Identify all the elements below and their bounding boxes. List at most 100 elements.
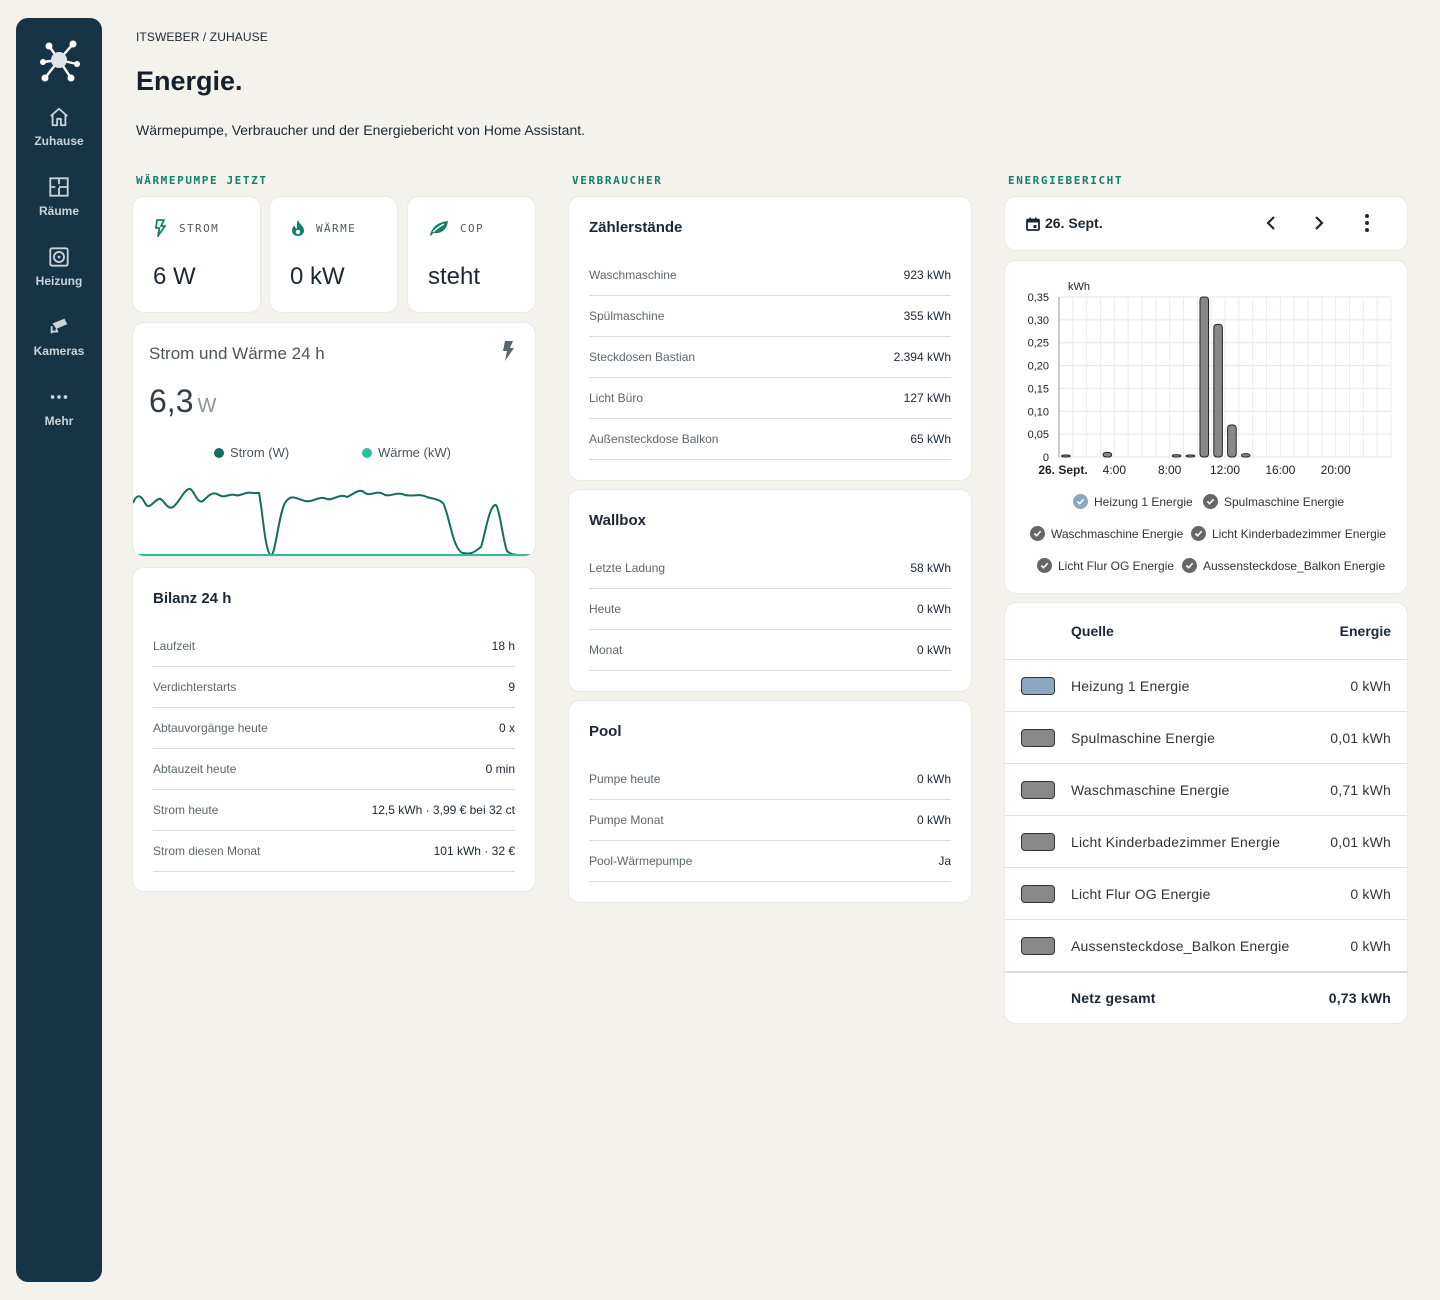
sidebar-item-heizung[interactable]: Heizung — [16, 246, 102, 306]
x-tick-label: 26. Sept. — [1038, 463, 1087, 477]
x-tick-label: 20:00 — [1321, 463, 1351, 477]
flash-icon — [155, 219, 166, 237]
row-value: 0 min — [485, 762, 515, 776]
chart-legend-item[interactable]: Licht Flur OG Energie — [1037, 558, 1174, 573]
cctv-icon — [50, 318, 68, 334]
sidebar-item-kameras[interactable]: Kameras — [16, 316, 102, 376]
energy-bar-chart[interactable]: 0,35 0,30 0,25 0,20 0,15 0,10 0,05 0 kWh 26. Sept… — [1005, 261, 1409, 481]
tile-waerme[interactable]: WÄRME 0 kW — [269, 196, 398, 313]
total-value: 0,73 kWh — [1328, 990, 1391, 1006]
list-item[interactable]: Außensteckdose Balkon 65 kWh — [589, 419, 951, 460]
chart-legend-item[interactable]: Aussensteckdose_Balkon Energie — [1182, 558, 1385, 573]
legend-label: Spulmaschine Energie — [1224, 494, 1345, 509]
list-item[interactable]: Pool-Wärmepumpe Ja — [589, 841, 951, 882]
row-value: 2.394 kWh — [893, 350, 951, 364]
chart-bar — [1102, 451, 1113, 458]
floorplan-icon — [49, 177, 69, 197]
tile-strom[interactable]: STROM 6 W — [132, 196, 261, 313]
chevron-right-icon[interactable] — [1307, 211, 1331, 235]
table-row[interactable]: Spulmaschine Energie 0,01 kWh — [1005, 711, 1407, 763]
color-swatch — [1021, 832, 1055, 851]
y-tick-label: 0,25 — [1028, 338, 1049, 350]
sidebar-item-zuhause[interactable]: Zuhause — [16, 106, 102, 166]
list-item[interactable]: Abtauzeit heute 0 min — [153, 749, 515, 790]
more-vert-icon[interactable] — [1355, 211, 1379, 235]
section-label-heatpump: WÄRMEPUMPE JETZT — [136, 174, 268, 187]
legend-strom[interactable]: Strom (W) — [214, 445, 289, 460]
legend-label: Wärme (kW) — [378, 445, 451, 460]
sidebar-item-mehr[interactable]: Mehr — [16, 386, 102, 446]
chart-legend-item[interactable]: Waschmaschine Energie — [1030, 526, 1183, 541]
card-title: Wallbox — [589, 512, 646, 529]
list-item[interactable]: Licht Büro 127 kWh — [589, 378, 951, 419]
row-value: 18 h — [491, 639, 515, 653]
row-value: 0 kWh — [916, 772, 951, 786]
table-row[interactable]: Heizung 1 Energie 0 kWh — [1005, 659, 1407, 711]
chart-bar — [1199, 296, 1210, 458]
row-label: Spülmaschine — [589, 309, 665, 323]
row-value: Ja — [938, 854, 951, 868]
logo-icon[interactable] — [35, 36, 83, 84]
list-item[interactable]: Strom heute 12,5 kWh · 3,99 € bei 32 ct — [153, 790, 515, 831]
source-name: Licht Flur OG Energie — [1071, 885, 1211, 902]
sidebar-item-raeume[interactable]: Räume — [16, 176, 102, 236]
list-item[interactable]: Pumpe heute 0 kWh — [589, 759, 951, 800]
y-tick-label: 0,35 — [1028, 292, 1049, 304]
energy-sources-table: Quelle Energie Heizung 1 Energie 0 kWh S… — [1004, 602, 1408, 1024]
list-item[interactable]: Pumpe Monat 0 kWh — [589, 800, 951, 841]
check-icon — [1182, 558, 1197, 573]
row-label: Abtauzeit heute — [153, 762, 237, 776]
chart-legend-item[interactable]: Licht Kinderbadezimmer Energie — [1191, 526, 1386, 541]
sidebar-item-label: Heizung — [35, 274, 83, 288]
source-value: 0 kWh — [1350, 677, 1391, 694]
chart-legend-item[interactable]: Spulmaschine Energie — [1203, 494, 1344, 509]
tile-cop[interactable]: COP steht — [407, 196, 536, 313]
list-item[interactable]: Spülmaschine 355 kWh — [589, 296, 951, 337]
column-header-source: Quelle — [1071, 623, 1114, 639]
chevron-left-icon[interactable] — [1259, 211, 1283, 235]
graph-value-number: 6,3 — [149, 383, 194, 419]
table-row[interactable]: Aussensteckdose_Balkon Energie 0 kWh — [1005, 919, 1407, 971]
list-item[interactable]: Monat 0 kWh — [589, 630, 951, 671]
legend-label: Waschmaschine Energie — [1051, 526, 1184, 541]
column-header-energy: Energie — [1339, 623, 1391, 639]
row-value: 0 kWh — [916, 602, 951, 616]
page-subtitle: Wärmepumpe, Verbraucher und der Energieb… — [136, 122, 586, 138]
list-item[interactable]: Abtauvorgänge heute 0 x — [153, 708, 515, 749]
list-item[interactable]: Laufzeit 18 h — [153, 626, 515, 667]
table-row[interactable]: Licht Kinderbadezimmer Energie 0,01 kWh — [1005, 815, 1407, 867]
table-total-row: Netz gesamt 0,73 kWh — [1005, 971, 1407, 1023]
total-label: Netz gesamt — [1071, 990, 1156, 1006]
table-row[interactable]: Licht Flur OG Energie 0 kWh — [1005, 867, 1407, 919]
history-sparkline — [133, 487, 535, 556]
source-name: Licht Kinderbadezimmer Energie — [1071, 833, 1281, 850]
tile-label: WÄRME — [316, 221, 357, 235]
current-date[interactable]: 26. Sept. — [1045, 215, 1103, 231]
list-item[interactable]: Heute 0 kWh — [589, 589, 951, 630]
source-value: 0 kWh — [1350, 937, 1391, 954]
history-graph-card[interactable]: Strom und Wärme 24 h 6,3 W Strom (W) Wärm… — [132, 322, 536, 557]
table-row[interactable]: Waschmaschine Energie 0,71 kWh — [1005, 763, 1407, 815]
list-item[interactable]: Waschmaschine 923 kWh — [589, 255, 951, 296]
calendar-icon[interactable] — [1026, 217, 1040, 231]
x-tick-label: 4:00 — [1103, 463, 1127, 477]
row-value: 0 kWh — [916, 813, 951, 827]
row-label: Pumpe heute — [589, 772, 661, 786]
check-icon — [1203, 494, 1218, 509]
sidebar-item-label: Kameras — [33, 344, 85, 358]
row-value: 65 kWh — [910, 432, 951, 446]
y-tick-label: 0,30 — [1028, 315, 1049, 327]
row-value: 0 x — [498, 721, 515, 735]
card-title: Bilanz 24 h — [153, 590, 232, 607]
y-tick-label: 0,05 — [1028, 429, 1049, 441]
list-item[interactable]: Verdichterstarts 9 — [153, 667, 515, 708]
chart-legend-item[interactable]: Heizung 1 Energie — [1073, 494, 1193, 509]
chart-bar — [1240, 453, 1251, 458]
legend-waerme[interactable]: Wärme (kW) — [362, 445, 451, 460]
wallbox-card: Wallbox Letzte Ladung 58 kWh Heute 0 kWh M… — [568, 489, 972, 692]
list-item[interactable]: Letzte Ladung 58 kWh — [589, 548, 951, 589]
list-item[interactable]: Strom diesen Monat 101 kWh · 32 € — [153, 831, 515, 872]
color-swatch — [1021, 780, 1055, 799]
list-item[interactable]: Steckdosen Bastian 2.394 kWh — [589, 337, 951, 378]
y-axis-label: kWh — [1068, 281, 1090, 293]
